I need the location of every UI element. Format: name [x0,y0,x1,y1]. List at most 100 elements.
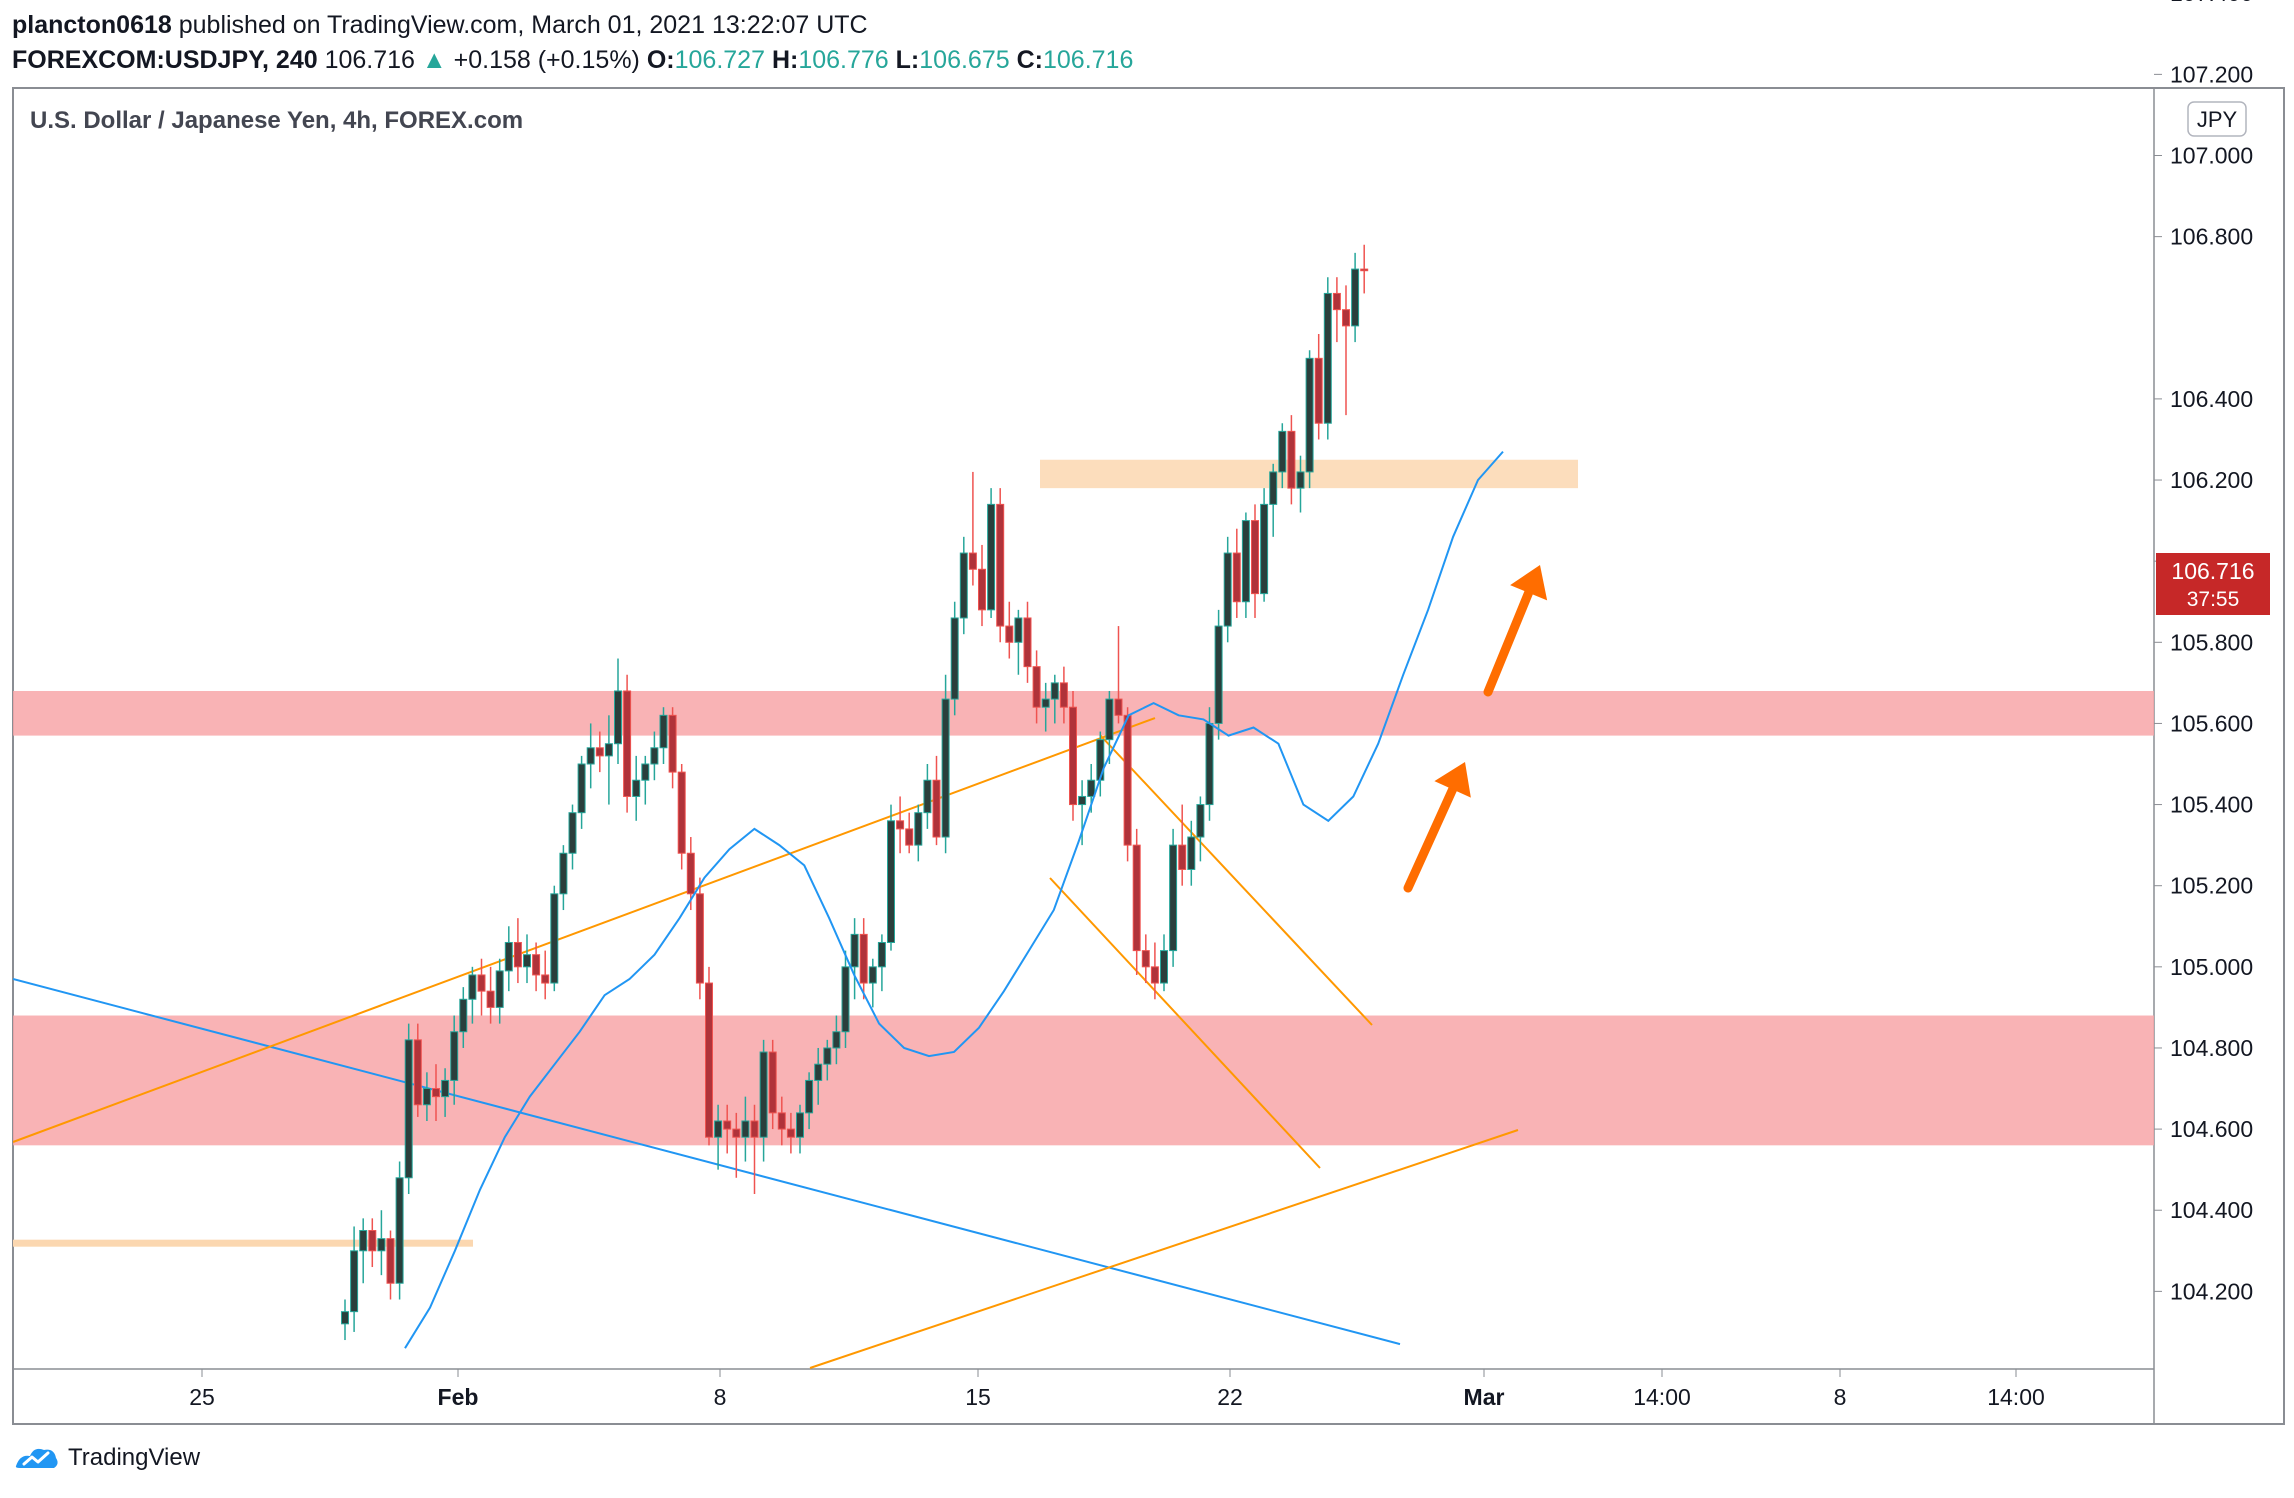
x-tick-label: 25 [189,1384,215,1410]
currency-label: JPY [2197,107,2238,132]
x-tick-label: 8 [1834,1384,1847,1410]
candle [495,970,504,1008]
candle [1069,706,1077,806]
candle [923,779,932,814]
candle [1087,779,1096,797]
candle [504,941,513,972]
y-tick-label: 105.000 [2170,954,2253,980]
x-tick-label: 14:00 [1987,1384,2045,1410]
candle [341,1311,349,1325]
candle [359,1230,368,1252]
candle [796,1112,804,1138]
candle [805,1079,814,1114]
symbol-label: FOREXCOM:USDJPY, 240 [12,46,318,74]
candle [668,714,677,773]
y-tick-label: 104.200 [2170,1278,2253,1304]
candle [1096,739,1105,781]
moving-average-line [404,450,1504,1349]
candle [723,1120,732,1130]
candle [513,941,522,968]
candle [968,552,977,570]
open-label: O: [646,46,675,74]
candle [1287,430,1296,489]
chart-header: plancton0618 published on TradingView.co… [12,8,1133,78]
candle [1141,950,1150,968]
currency-badge[interactable]: JPY [2187,101,2247,137]
symbol-line: FOREXCOM:USDJPY, 240 106.716 ▲ +0.158 (+… [12,43,1133,78]
candle [1296,471,1305,489]
y-tick-label: 104.800 [2170,1035,2253,1061]
candle [1214,625,1223,724]
bullish-arrow-lower [1403,762,1471,893]
candle [941,698,950,838]
candle [1251,520,1259,595]
candles-layer [341,244,1369,1341]
resistance-zone-upper [13,690,2154,736]
support-zone-lower [13,1015,2154,1146]
low-value: 106.675 [919,46,1010,74]
arrows-layer [1403,565,1548,893]
candle [595,747,604,757]
y-tick-label: 107.200 [2170,61,2253,87]
candle [1123,714,1132,846]
candle [1050,682,1059,700]
x-tick-label: 8 [714,1384,727,1410]
candle [786,1128,795,1138]
x-tick-label: Feb [438,1384,479,1410]
candle [996,503,1005,627]
y-tick-label: 105.200 [2170,873,2253,899]
candle [422,1088,431,1106]
candle [477,974,486,992]
candle [850,933,859,968]
candle [1105,698,1114,741]
candle [887,820,895,943]
candle [914,812,923,846]
candle [1205,722,1214,806]
candle [1269,471,1278,505]
price-axis[interactable]: 108.000107.800107.600107.400107.200107.0… [2154,0,2253,1304]
candle [1232,552,1241,603]
zones-layer [13,459,2154,1247]
last-price: 106.716 [324,46,415,74]
chart-frame [12,87,2285,1425]
author-name[interactable]: plancton0618 [12,11,172,39]
candle [541,974,550,984]
candle [1041,698,1050,708]
candle [559,852,568,895]
candle [714,1120,723,1138]
candle [623,690,632,797]
candle [741,1120,750,1138]
candle [413,1039,422,1106]
candle [695,893,704,984]
y-tick-label: 106.800 [2170,224,2253,250]
footer-brand[interactable]: TradingView [68,1444,201,1471]
y-tick-label: 105.400 [2170,792,2253,818]
candle [1314,357,1323,424]
candle [1114,698,1123,716]
ma-layer [404,450,1504,1349]
candle [486,990,495,1008]
candle [950,617,959,700]
candle [1260,503,1269,595]
candle [932,779,941,838]
x-tick-label: 22 [1217,1384,1243,1410]
candle [905,828,914,846]
rising-wedge-upper [13,717,1156,1143]
time-axis[interactable]: 25 Feb 8 15 22 Mar 14:00 8 14:00 [189,1369,2045,1410]
candle [1078,795,1087,806]
candle [978,568,986,611]
candle [859,933,868,984]
arrow-head [1510,565,1548,601]
up-arrow-icon: ▲ [421,46,447,74]
old-support-line [13,1239,473,1247]
candle [523,954,531,968]
x-tick-label: 15 [965,1384,991,1410]
candle [814,1063,823,1081]
candle [877,941,886,968]
y-tick-label: 104.600 [2170,1116,2253,1142]
candle [395,1177,404,1284]
candle [686,852,695,895]
candle [777,1112,786,1130]
candle [959,552,968,619]
